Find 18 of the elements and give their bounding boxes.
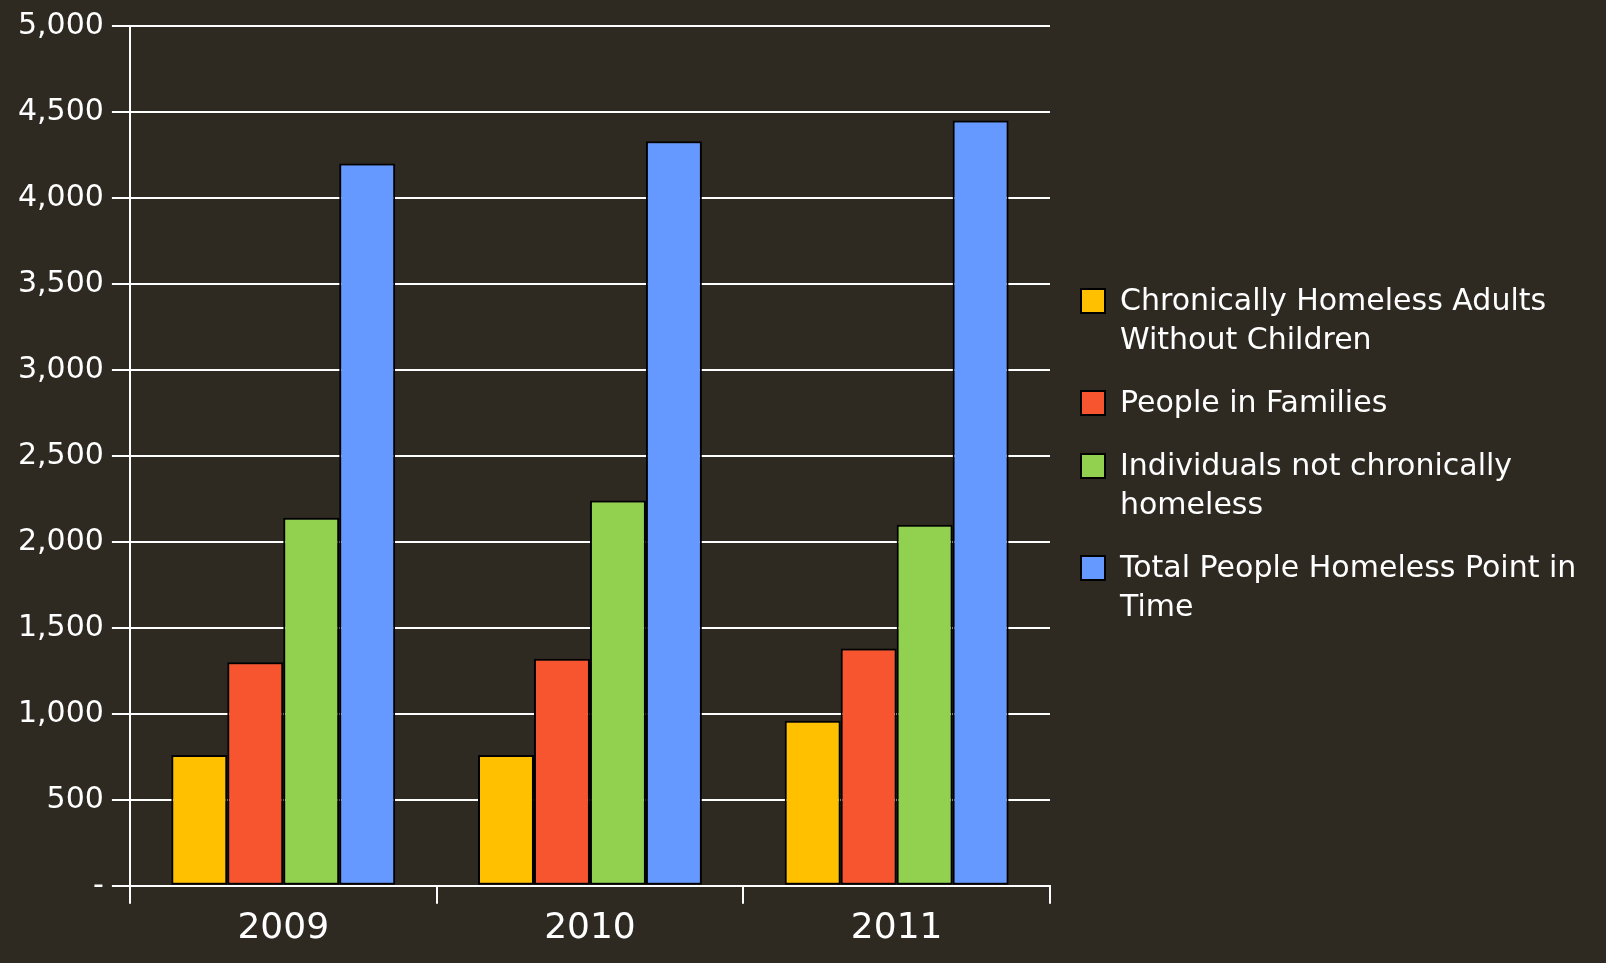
y-tick-label: 5,000	[17, 5, 104, 41]
y-tick-label: 500	[46, 779, 104, 815]
y-tick-label: 1,000	[17, 693, 104, 729]
y-tick-label: 3,500	[17, 263, 104, 299]
x-tick-label: 2009	[237, 904, 330, 946]
x-tick-label: 2011	[850, 904, 943, 946]
y-tick-label: 3,000	[17, 349, 104, 385]
legend-label: People in Families	[1120, 383, 1388, 421]
legend-label: Total People Homeless Point in Time	[1120, 548, 1578, 625]
y-tick-label: 1,500	[17, 607, 104, 643]
y-tick-label: 4,000	[17, 177, 104, 213]
legend-label: Individuals not chronically homeless	[1120, 446, 1514, 523]
legend-label: Chronically Homeless Adults Without Children	[1120, 281, 1548, 358]
y-tick-label: 2,000	[17, 521, 104, 557]
y-tick-label: 4,500	[17, 91, 104, 127]
y-tick-label: 2,500	[17, 435, 104, 471]
x-tick-label: 2010	[544, 904, 636, 946]
y-tick-label: -	[93, 865, 104, 901]
